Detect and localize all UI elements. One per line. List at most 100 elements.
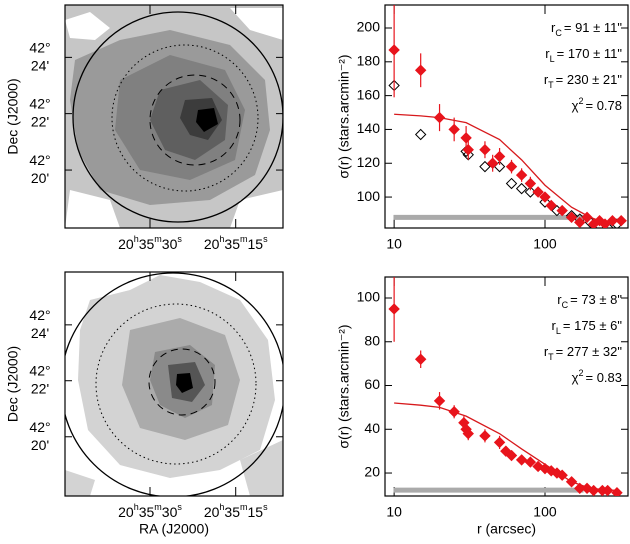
data-point [448,123,460,136]
data-point [493,150,506,163]
x-axis-label: RA (J2000) [139,521,209,537]
y-tick-label: 42° 20' [29,418,50,452]
data-point [388,303,400,315]
data-point [479,430,491,442]
data-point [524,177,537,190]
annotation-part: T [548,80,554,90]
data-point [414,353,427,365]
annotation: χ2 = 0.78 [572,96,622,113]
y-tick-label: 100 [357,289,381,305]
data-point [565,211,578,224]
plot-frame [384,4,629,229]
y-tick-label: 120 [357,154,381,170]
data-point [460,132,472,144]
x-tick-label: 20h35m15s [204,234,268,251]
annotation-part: = 175 ± 6" [563,318,622,333]
data-point [486,157,499,169]
data-point [524,456,537,468]
annotation: rT = 277 ± 32" [544,344,623,362]
data-point [532,186,544,198]
data-point [606,215,619,227]
annotation: rT = 230 ± 21" [544,72,623,90]
y-tick-label: 42° 20' [29,152,50,186]
y-axis-label: σ(r) (stars.arcmin⁻²) [336,324,352,448]
data-point [556,204,568,217]
annotation-part: C [562,300,569,310]
y-tick-label: 180 [357,53,381,69]
data-point [615,215,627,227]
y-tick-label: 42° 24' [29,307,50,341]
y-tick-label: 42° 22' [29,362,50,396]
annotation: rC = 73 ± 8" [557,292,622,310]
annotation-part: r [551,20,556,35]
data-point [479,144,491,156]
data-point [581,211,593,224]
y-tick-label: 42° 22' [29,95,50,129]
y-tick-label: 60 [364,376,380,392]
plot-frame [64,271,284,497]
annotation-part: 2 [578,96,583,106]
contour-map [65,5,283,228]
annotation-part: 2 [578,368,583,378]
x-tick-label: 10 [386,236,402,252]
data-point [479,160,491,173]
annotation: χ2 = 0.83 [572,368,622,385]
data-point [601,484,614,496]
data-point [565,476,578,488]
data-point [611,487,623,496]
annotation-part: = 170 ± 11" [557,46,623,61]
annotation-part: C [555,28,562,38]
x-tick-label: 100 [533,504,557,520]
fit-curve [394,113,600,222]
annotation-part: = 91 ± 11" [564,20,623,35]
annotation: rL = 175 ± 6" [552,318,623,336]
x-tick-label: 10 [386,504,402,520]
data-point [505,177,518,190]
annotation-part: = 73 ± 8" [570,292,622,307]
data-point [414,64,427,76]
annotation-part: χ [572,370,579,385]
data-point [433,395,446,407]
data-point [574,216,586,228]
data-point [556,469,568,481]
data-point [524,186,537,198]
annotation: rL = 170 ± 11" [545,46,622,64]
annotation-part: = 277 ± 32" [556,344,623,359]
annotation-part: T [548,352,554,362]
y-tick-label: 140 [357,120,381,136]
data-point [414,128,427,141]
data-point [433,111,446,124]
annotation-part: r [557,292,562,307]
annotation-part: L [556,326,561,336]
y-tick-label: 100 [357,188,381,204]
y-axis-label: Dec (J2000) [5,346,21,422]
x-tick-label: 20h35m15s [204,502,268,519]
y-tick-label: 160 [357,86,381,102]
y-tick-label: 40 [364,420,380,436]
annotation-part: χ [572,98,579,113]
y-tick-label: 20 [364,464,380,480]
data-point [539,191,551,203]
y-tick-label: 80 [364,332,380,348]
plot-area [388,5,627,228]
annotation-part: = 0.83 [585,370,622,385]
annotation-part: L [550,54,555,64]
data-point [462,144,474,156]
annotation-part: = 0.78 [585,98,622,113]
plot-frame [64,4,284,229]
plot-area [388,277,623,496]
data-point [388,44,400,56]
y-axis-label: σ(r) (stars.arcmin⁻²) [336,54,352,178]
data-point [587,484,600,496]
annotation: rC = 91 ± 11" [551,20,622,38]
y-axis-label: Dec (J2000) [5,78,21,154]
annotation-part: = 230 ± 21" [556,72,623,87]
data-point [515,454,528,466]
annotation-part: r [545,46,550,61]
x-tick-label: 20h35m30s [118,234,182,251]
data-point [493,436,506,449]
data-point [505,160,518,173]
y-tick-label: 42° 24' [29,39,50,73]
annotation-part: r [544,344,549,359]
